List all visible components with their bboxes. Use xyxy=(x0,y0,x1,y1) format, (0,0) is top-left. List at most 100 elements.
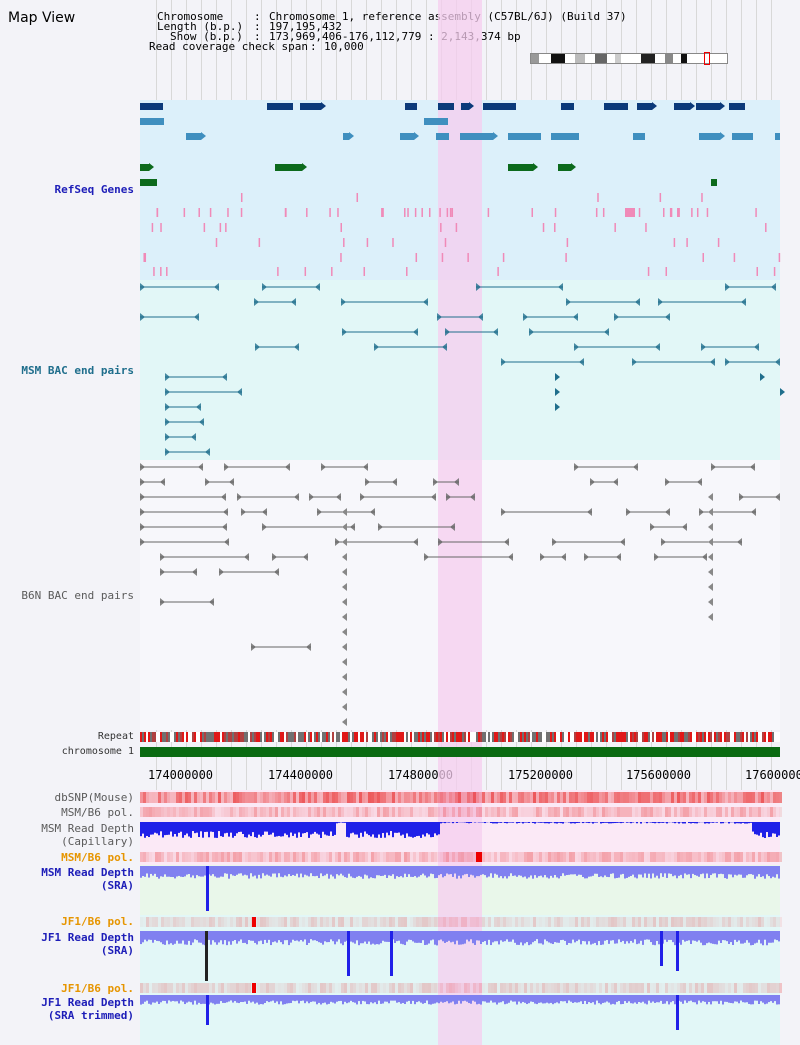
dbsnp-cell xyxy=(482,792,485,803)
jf1-sra-depth-bar xyxy=(444,931,446,943)
msm-sra-depth-bar xyxy=(360,866,362,877)
jf1-sra-depth-bar xyxy=(302,931,304,942)
msm-b6-pol-cell xyxy=(248,852,251,862)
repeat-segment xyxy=(488,732,490,742)
b6n-bac-end xyxy=(737,538,742,546)
msm-cap-depth-bar xyxy=(336,822,338,824)
dbsnp-cell xyxy=(458,792,461,803)
msm-bac-end xyxy=(665,313,670,321)
chromosome-ideogram[interactable] xyxy=(530,52,728,65)
dbsnp-cell xyxy=(464,792,467,803)
jf1-trim-depth-bar xyxy=(234,995,236,1002)
msm-cap-depth-bar xyxy=(374,822,376,838)
msm-bac-end xyxy=(771,283,776,291)
msm-cap-depth-bar xyxy=(410,822,412,837)
repeat-segment xyxy=(718,732,720,742)
msm-cap-depth-bar xyxy=(188,822,190,837)
b6n-bac-single xyxy=(342,658,347,666)
dbsnp-cell xyxy=(353,792,356,803)
pink-mark xyxy=(143,253,145,262)
gene-strand-arrow xyxy=(349,132,354,140)
jf1-sra-depth-bar xyxy=(538,931,540,944)
msm-sra-depth-bar xyxy=(772,866,774,877)
repeat-segment xyxy=(710,732,712,742)
jf1-trim-depth-bar xyxy=(156,995,158,1002)
jf1-b6-pol-cell xyxy=(752,983,755,993)
msm-cap-depth-bar xyxy=(182,822,184,838)
jf1-sra-depth-bar xyxy=(562,931,564,940)
jf1-b6-pol-cell xyxy=(620,917,623,927)
repeat-segment xyxy=(484,732,486,742)
msm-sra-depth-bar xyxy=(636,866,638,879)
msm-cap-depth-bar xyxy=(146,822,148,837)
msm-b6-pol-cell xyxy=(659,852,662,862)
repeat-segment xyxy=(418,732,420,742)
msm-sra-depth-bar xyxy=(438,866,440,876)
msm-cap-depth-bar xyxy=(688,822,690,824)
dbsnp-cell xyxy=(311,792,314,803)
dbsnp-cell xyxy=(200,792,203,803)
pink-mark xyxy=(554,223,556,232)
jf1-trim-depth-bar xyxy=(366,995,368,1005)
repeat-segment xyxy=(752,732,754,742)
jf1-b6-pol-cell xyxy=(248,917,251,927)
msm-cap-depth-bar xyxy=(230,822,232,833)
jf1-sra-depth-bar xyxy=(698,931,700,941)
b6n-bac-end xyxy=(739,493,744,501)
repeat-segment xyxy=(152,732,154,742)
jf1-trim-depth-bar xyxy=(586,995,588,1005)
msm-b6-pol-cell xyxy=(584,807,587,817)
b6n-bac-single xyxy=(342,688,347,696)
msm-b6-pol-cell xyxy=(221,807,224,817)
jf1-b6-pol-cell xyxy=(593,917,596,927)
jf1-trim-depth-bar xyxy=(220,995,222,1002)
msm-cap-depth-bar xyxy=(510,822,512,823)
msm-cap-depth-bar xyxy=(690,822,692,824)
jf1-sra-depth-bar xyxy=(322,931,324,945)
msm-b6-pol-cell xyxy=(317,807,320,817)
msm-b6-pol-cell xyxy=(605,852,608,862)
repeat-segment xyxy=(572,732,574,742)
jf1-b6-pol-cell xyxy=(722,983,725,993)
repeat-segment xyxy=(182,732,184,742)
jf1-b6-pol-cell xyxy=(329,917,332,927)
msm-b6-pol-cell xyxy=(710,852,713,862)
msm-b6-pol-cell xyxy=(605,807,608,817)
jf1-trim-depth-bar xyxy=(556,995,558,1003)
jf1-b6-pol-cell xyxy=(428,983,431,993)
jf1-b6-pol-cell xyxy=(302,983,305,993)
jf1-trim-depth-bar xyxy=(200,995,202,1005)
pink-mark xyxy=(670,208,673,217)
jf1-trim-depth-bar xyxy=(390,995,392,1001)
msm-sra-depth-bar xyxy=(682,866,684,879)
msm-b6-pol-cell xyxy=(722,852,725,862)
dbsnp-cell xyxy=(443,792,446,803)
jf1-b6-pol-cell xyxy=(758,983,761,993)
jf1-trim-depth-bar xyxy=(630,995,632,1004)
gene-feature xyxy=(461,103,469,110)
pink-mark xyxy=(565,253,567,262)
repeat-segment xyxy=(728,732,730,742)
jf1-sra-depth-bar xyxy=(554,931,556,943)
msm-b6-pol-cell xyxy=(635,852,638,862)
jf1-trim-depth-bar xyxy=(598,995,600,1004)
jf1-b6-pol-cell xyxy=(386,983,389,993)
jf1-sra-depth-bar xyxy=(376,931,378,945)
jf1-sra-depth-bar xyxy=(700,931,702,943)
pol-hotspot xyxy=(252,983,256,993)
jf1-sra-depth-bar xyxy=(158,931,160,942)
msm-sra-depth-bar xyxy=(524,866,526,877)
msm-b6-pol-cell xyxy=(167,807,170,817)
msm-b6-pol-cell xyxy=(281,807,284,817)
jf1-b6-pol-cell xyxy=(770,983,773,993)
jf1-b6-pol-cell xyxy=(272,983,275,993)
repeat-segment xyxy=(278,732,280,742)
dbsnp-cell xyxy=(653,792,656,803)
msm-cap-depth-bar xyxy=(586,822,588,823)
msm-cap-depth-bar xyxy=(706,822,708,824)
msm-sra-depth-bar xyxy=(486,866,488,878)
msm-sra-depth-bar xyxy=(470,866,472,875)
pink-mark xyxy=(331,267,333,276)
dbsnp-cell xyxy=(197,792,200,803)
msm-sra-depth-bar xyxy=(620,866,622,875)
